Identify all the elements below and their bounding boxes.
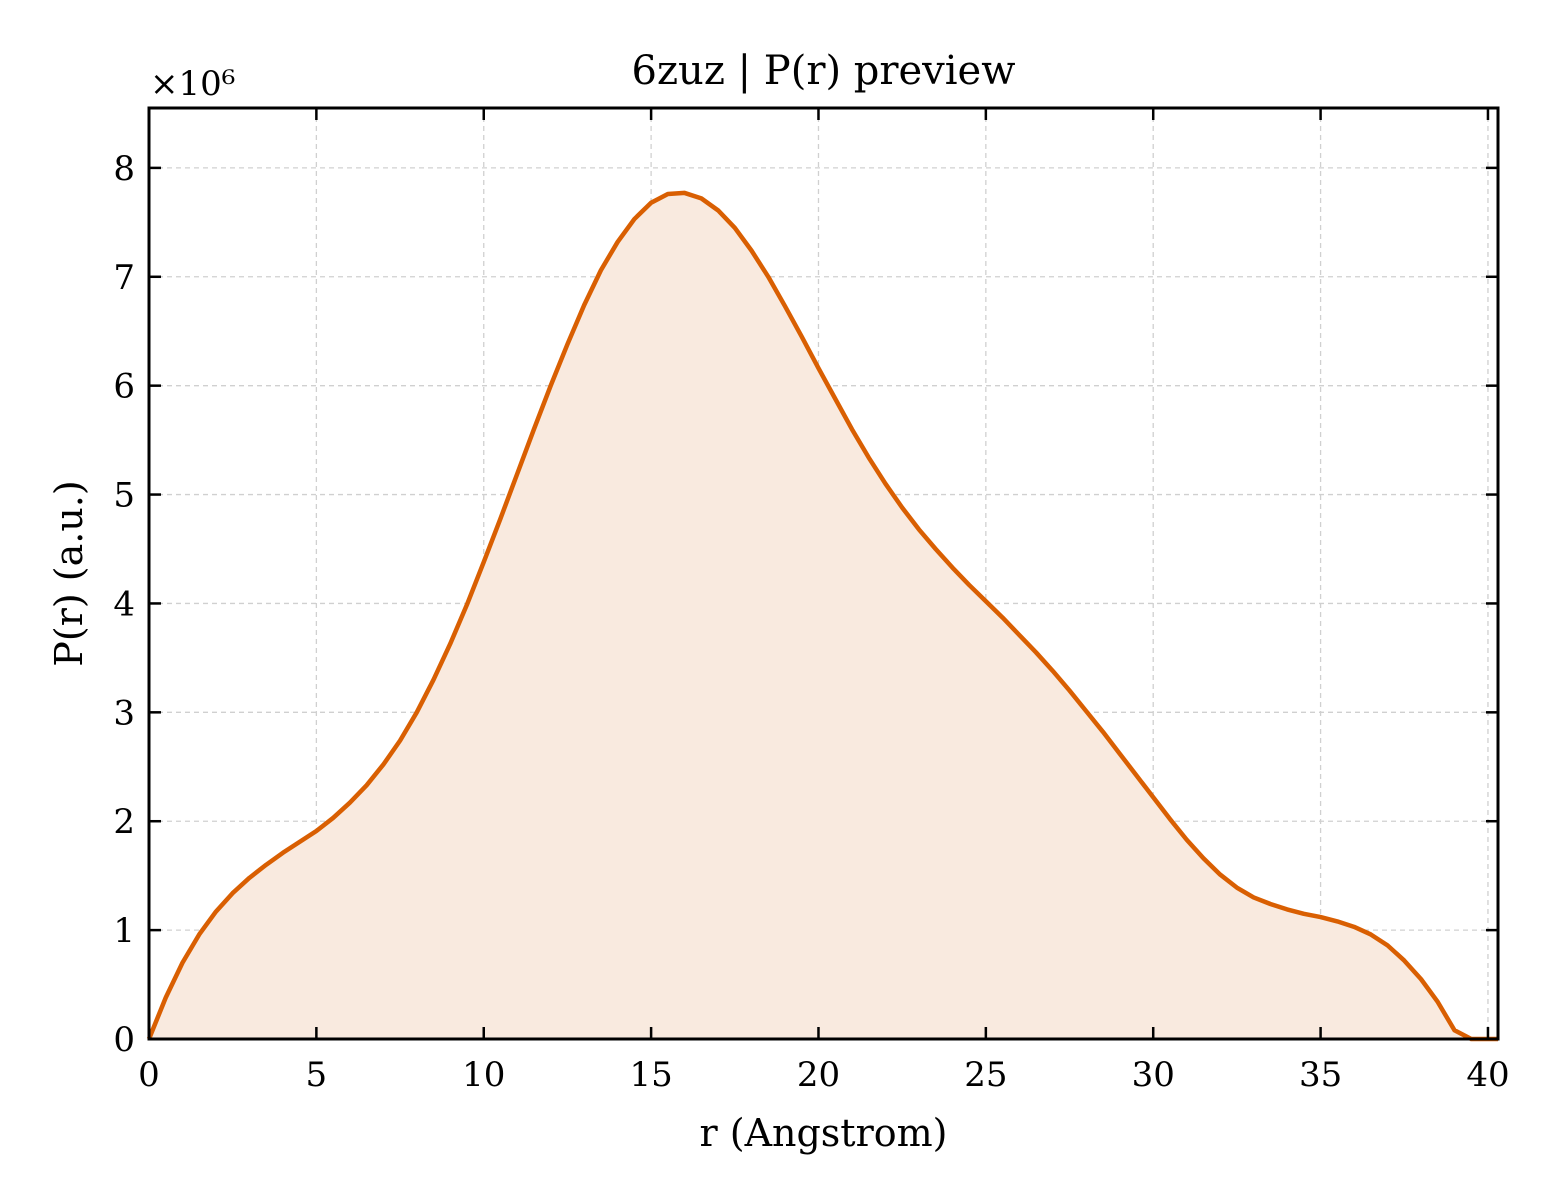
x-tick-label: 10 bbox=[462, 1055, 505, 1095]
x-tick-label: 35 bbox=[1299, 1055, 1342, 1095]
x-tick-label: 0 bbox=[138, 1055, 160, 1095]
x-tick-label: 30 bbox=[1132, 1055, 1175, 1095]
y-tick-label: 4 bbox=[113, 584, 135, 624]
y-tick-label: 6 bbox=[113, 367, 135, 407]
x-tick-label: 25 bbox=[964, 1055, 1007, 1095]
y-tick-label: 1 bbox=[113, 911, 135, 951]
chart-title: 6zuz | P(r) preview bbox=[632, 48, 1016, 94]
y-tick-label: 5 bbox=[113, 476, 135, 516]
y-tick-label: 2 bbox=[113, 802, 135, 842]
y-axis-title: P(r) (a.u.) bbox=[47, 480, 91, 666]
plot-frame bbox=[147, 106, 1500, 1041]
ticks: 0 5 10 15 20 25 30 35 40 0 1 2 3 4 5 6 7 8 bbox=[113, 108, 1510, 1095]
x-axis-title: r (Angstrom) bbox=[700, 1111, 948, 1155]
x-tick-label: 20 bbox=[797, 1055, 840, 1095]
y-tick-label: 3 bbox=[113, 693, 135, 733]
y-axis-multiplier: ×10⁶ bbox=[150, 64, 235, 104]
x-tick-label: 5 bbox=[306, 1055, 328, 1095]
y-tick-label: 0 bbox=[113, 1020, 135, 1060]
x-tick-label: 15 bbox=[629, 1055, 672, 1095]
x-tick-label: 40 bbox=[1466, 1055, 1509, 1095]
pr-area-fill bbox=[149, 192, 1498, 1039]
pr-curve-line bbox=[146, 190, 1498, 1042]
y-tick-label: 8 bbox=[113, 149, 135, 189]
y-tick-label: 7 bbox=[113, 258, 135, 298]
